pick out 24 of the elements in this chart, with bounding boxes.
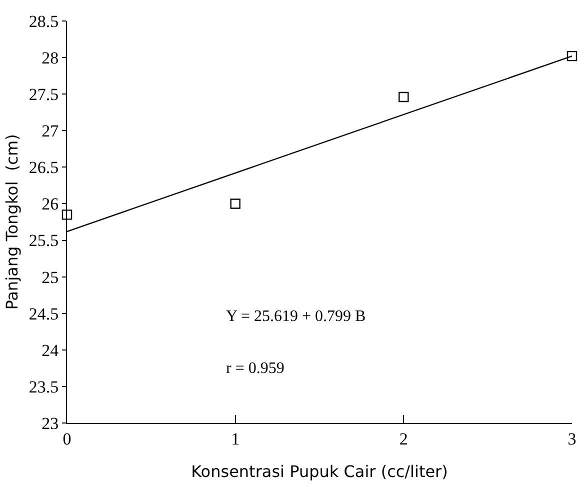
y-tick-label: 23: [42, 414, 59, 433]
y-tick-label: 23.5: [28, 377, 59, 396]
point: [398, 92, 409, 102]
y-tick-label: 24: [42, 340, 60, 360]
y-tick-label: 28: [42, 48, 59, 68]
y-tick-label: 25: [42, 268, 59, 287]
y-axis-title: Panjang Tongkol (cm): [2, 134, 22, 310]
y-tick-label: 24.5: [28, 304, 59, 324]
x-tick-label: 2: [399, 429, 408, 448]
x-tick-label: 1: [231, 429, 240, 448]
annotation: r = 0.959: [226, 360, 284, 377]
y-tick-label: 26: [42, 194, 59, 214]
y-tick-label: 27: [42, 122, 60, 141]
point: [62, 210, 72, 220]
x-tick-label: 0: [62, 429, 72, 448]
x-tick-label: 3: [568, 429, 576, 448]
y-tick-label: 25.5: [28, 231, 59, 250]
point: [566, 50, 578, 62]
y-tick-label: 26.5: [28, 158, 59, 178]
y-tick-label: 28.5: [28, 12, 59, 31]
point: [230, 198, 240, 209]
x-axis-title: Konsentrasi Pupuk Cair (cc/liter): [191, 462, 448, 482]
y-tick-label: 27.5: [28, 85, 59, 104]
annotation: Y = 25.619 + 0.799 B: [226, 308, 366, 325]
